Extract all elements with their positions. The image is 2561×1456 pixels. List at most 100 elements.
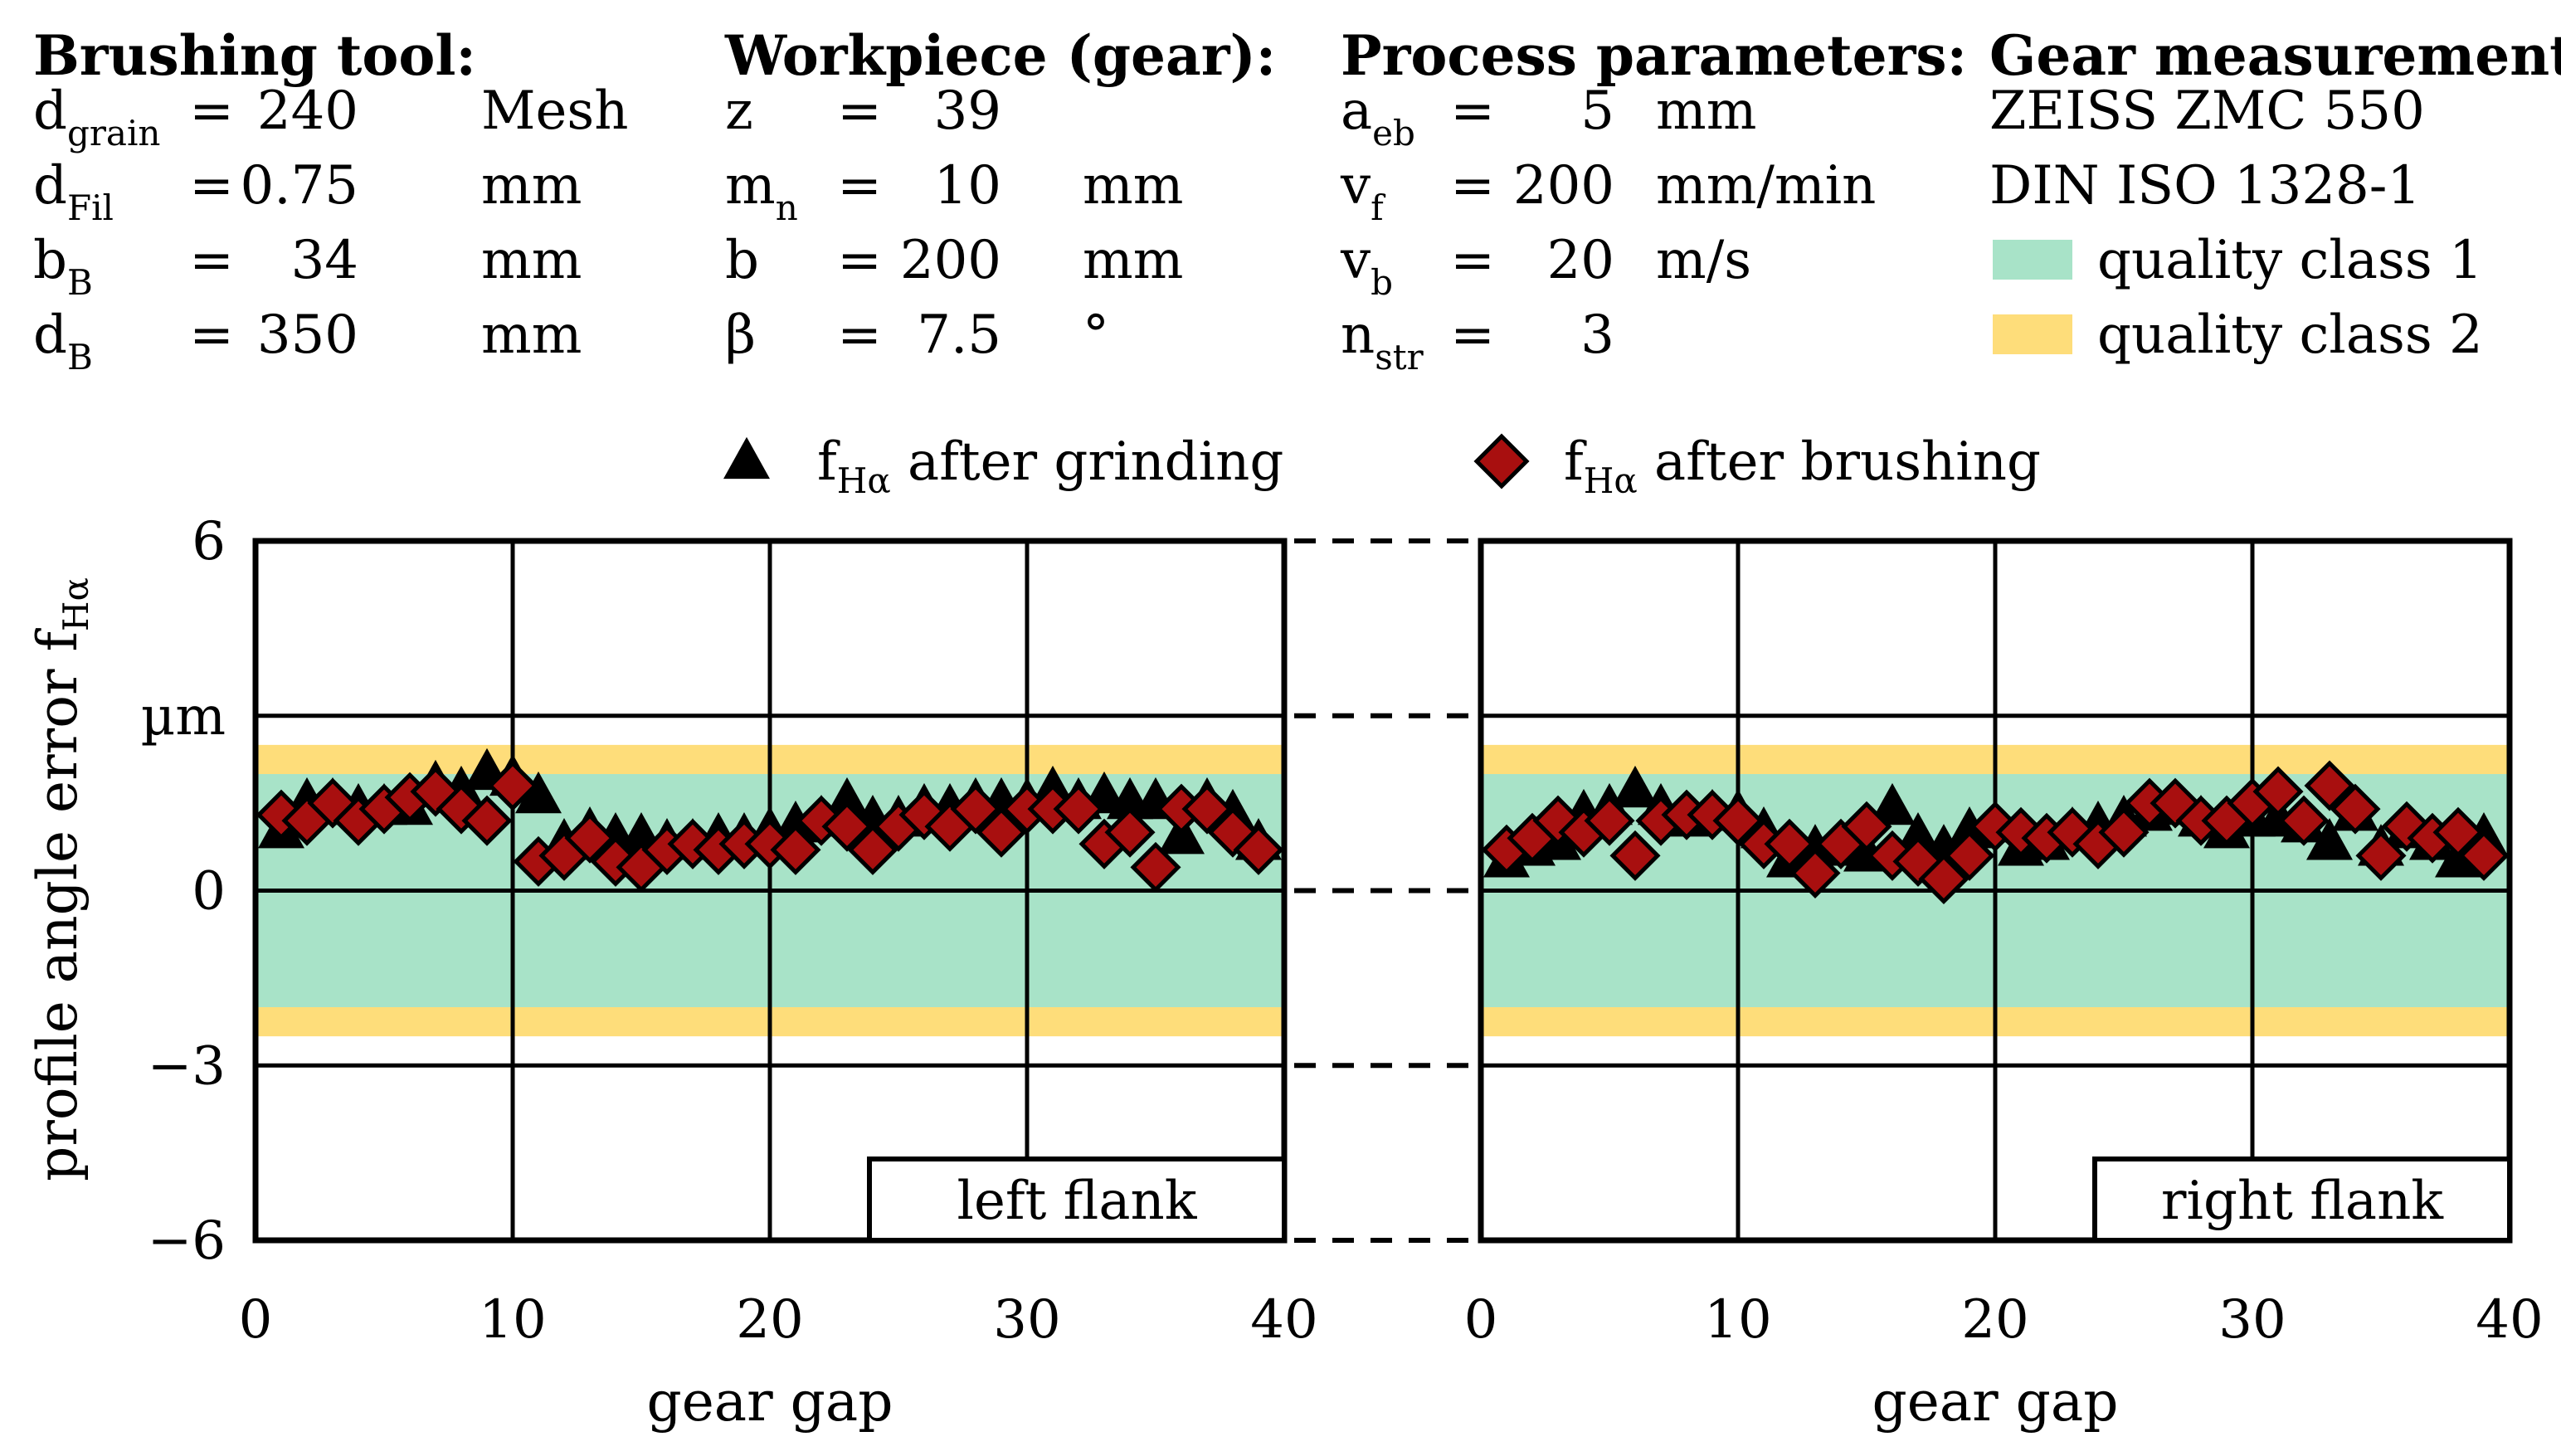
x-tick-label: 20 (1961, 1289, 2028, 1351)
workpiece-param-symbol: z (725, 80, 753, 142)
brushing-point (2355, 830, 2407, 881)
symbol: d (33, 304, 67, 366)
subscript: str (1375, 337, 1424, 377)
brushing-point (1918, 853, 1969, 904)
grinding-point (515, 771, 562, 814)
brushing-point (461, 795, 513, 846)
plot-frame (252, 538, 1288, 1244)
left-flank-chart: left flank 0 10 20 30 40 gear gap 6 µm 0 −3 −6 (141, 511, 1318, 1434)
flank-label: left flank (957, 1171, 1198, 1232)
process-param-value: 5 (1580, 80, 1614, 142)
subscript: grain (67, 113, 161, 153)
grinding-point (2306, 818, 2353, 860)
equals-sign: = (1450, 80, 1495, 142)
brushing-point (2098, 806, 2150, 858)
tool-param-value: 350 (257, 304, 358, 366)
equals-sign: = (837, 155, 882, 217)
tool-title: Brushing tool: (33, 23, 476, 88)
flank-label-box (867, 1157, 1287, 1243)
subscript: f (1371, 187, 1386, 228)
workpiece-param-value: 10 (934, 155, 1001, 217)
x-axis-label: gear gap (1872, 1370, 2118, 1434)
tool-param-unit: mm (481, 230, 582, 291)
legend-text: after brushing (1638, 431, 2041, 493)
legend-item-grinding: fHα after grinding (723, 431, 1283, 501)
subscript: eb (1372, 113, 1415, 153)
brushing-point (847, 824, 898, 875)
brushing-point (487, 760, 538, 811)
panel-connector-lines (1294, 538, 1473, 1243)
workpiece-title: Workpiece (gear): (724, 23, 1276, 88)
tool-param-value: 34 (291, 230, 358, 291)
measurement-line: ZEISS ZMC 550 (1989, 80, 2425, 142)
equals-sign: = (189, 230, 234, 291)
equals-sign: = (1450, 304, 1495, 366)
grinding-point (1895, 812, 1941, 855)
legend-subscript: Hα (1584, 460, 1638, 501)
symbol: m (725, 155, 776, 217)
brushing-point (2252, 766, 2304, 817)
workpiece-param-symbol: mn (725, 155, 798, 228)
x-tick-label: 40 (1250, 1289, 1317, 1351)
legend-subscript: Hα (837, 460, 891, 501)
grinding-point (1612, 765, 1658, 808)
process-title: Process parameters: (1341, 23, 1967, 88)
brushing-point (1233, 824, 1284, 875)
symbol: b (33, 230, 67, 291)
legend-diamond-marker (1473, 433, 1530, 489)
brushing-point (1181, 783, 1233, 835)
subscript: b (1371, 262, 1393, 303)
legend-symbol: f (1564, 431, 1587, 493)
symbol: v (1340, 155, 1371, 217)
y-tick-label: µm (141, 686, 226, 747)
tool-param-symbol: dB (33, 304, 93, 377)
y-tick-label: 0 (192, 861, 226, 923)
tool-param-value: 240 (257, 80, 358, 142)
brushing-point (1841, 801, 1892, 852)
tool-param-symbol: dFil (33, 155, 114, 228)
tool-param-value: 0.75 (241, 155, 359, 217)
symbol: v (1340, 230, 1371, 291)
tool-param-unit: mm (481, 155, 582, 217)
plot-frame (1478, 538, 2513, 1244)
equals-sign: = (189, 304, 234, 366)
x-tick-label: 10 (479, 1289, 546, 1351)
brushing-point (1584, 795, 1635, 846)
brushing-point (821, 801, 873, 852)
grinding-point (824, 777, 870, 820)
x-tick-label: 30 (2218, 1289, 2286, 1351)
subscript: Fil (67, 187, 114, 228)
brushing-point (976, 806, 1027, 858)
symbol: b (725, 230, 759, 291)
y-tick-label: −3 (148, 1035, 226, 1097)
legend-text: after grinding (891, 431, 1284, 493)
process-param-unit: mm/min (1656, 155, 1876, 217)
tool-param-unit: mm (481, 304, 582, 366)
process-param-value: 20 (1547, 230, 1614, 291)
workpiece-param-value: 39 (934, 80, 1001, 142)
quality-class-2-swatch (1993, 314, 2072, 354)
brushing-point (1130, 841, 1181, 893)
x-tick-label: 20 (736, 1289, 803, 1351)
brushing-point (1104, 806, 1156, 858)
equals-sign: = (189, 155, 234, 217)
brushing-point (2432, 806, 2484, 858)
process-param-symbol: nstr (1341, 304, 1424, 377)
flank-label: right flank (2161, 1171, 2444, 1232)
x-tick-label: 40 (2476, 1289, 2543, 1351)
process-param-symbol: vb (1340, 230, 1393, 303)
subscript: B (67, 337, 93, 377)
workpiece-param-unit: mm (1083, 155, 1183, 217)
brushing-point (1712, 795, 1764, 846)
brushing-point (1053, 783, 1104, 835)
subscript: B (67, 262, 93, 303)
equals-sign: = (189, 80, 234, 142)
symbol: z (725, 80, 753, 142)
y-axis-label: profile angle error fHα (26, 577, 96, 1181)
brushing-point (1944, 830, 1995, 881)
legend-label: fHα after brushing (1564, 431, 2041, 501)
process-param-unit: m/s (1656, 230, 1751, 291)
brushing-point (1609, 830, 1661, 881)
